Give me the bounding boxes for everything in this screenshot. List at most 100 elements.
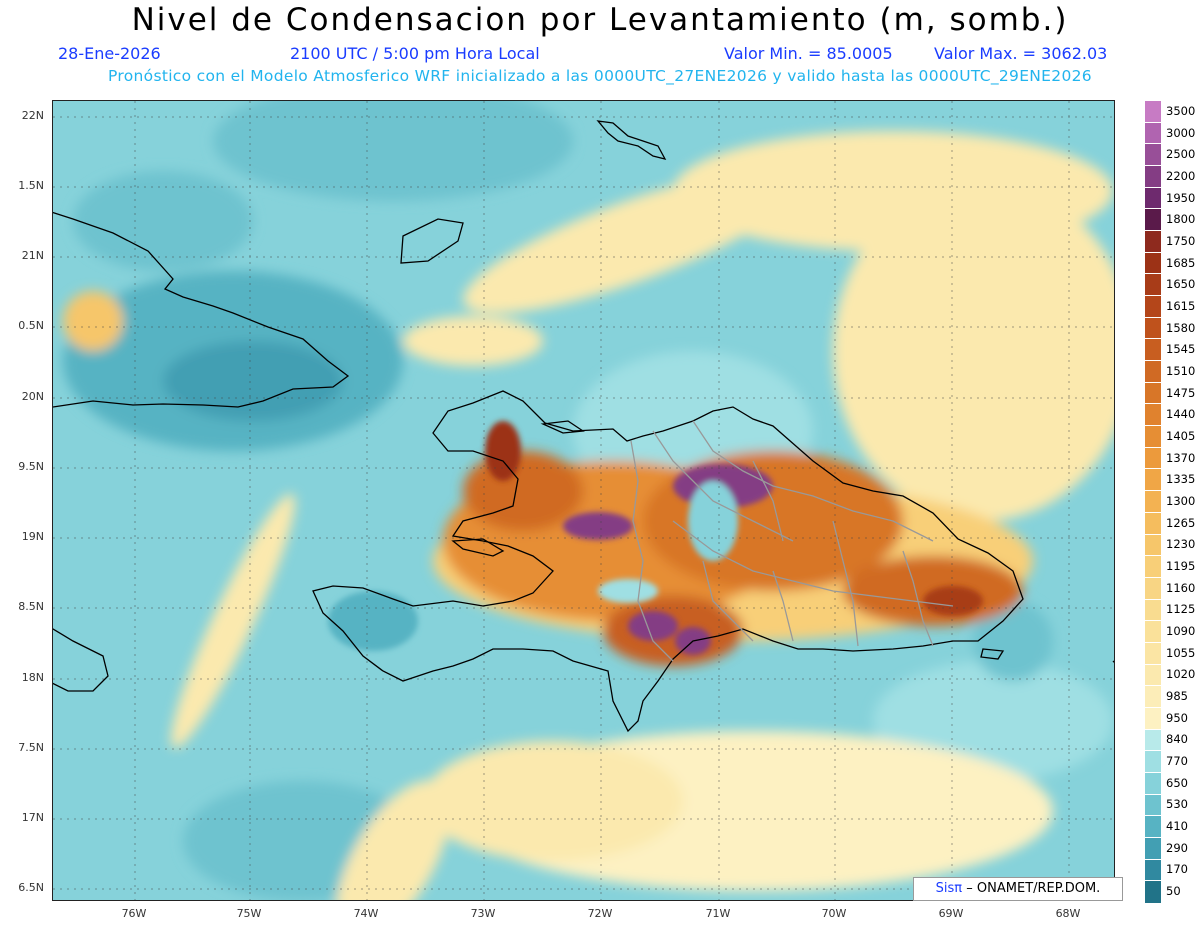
legend-label: 1440 xyxy=(1166,407,1196,422)
legend-label: 1090 xyxy=(1166,624,1196,639)
credit-sis: Sisπ xyxy=(935,881,963,896)
x-label: 74W xyxy=(353,907,379,920)
y-label: 18N xyxy=(21,671,44,684)
legend-swatch xyxy=(1145,446,1161,470)
legend-swatch xyxy=(1145,511,1161,535)
legend-swatch xyxy=(1145,338,1161,362)
legend-label: 50 xyxy=(1166,884,1181,899)
legend-label: 1800 xyxy=(1166,212,1196,227)
forecast-date: 28-Ene-2026 xyxy=(58,44,161,63)
y-label: 21N xyxy=(21,249,44,262)
min-value: Valor Min. = 85.0005 xyxy=(724,44,893,63)
legend-swatch xyxy=(1145,165,1161,188)
credit-box: Sisπ – ONAMET/REP.DOM. xyxy=(913,877,1123,901)
legend-label: 1750 xyxy=(1166,233,1196,248)
legend-label: 2500 xyxy=(1166,147,1196,162)
y-label: 9.5N xyxy=(18,460,44,473)
legend-swatch xyxy=(1145,251,1161,275)
x-label: 73W xyxy=(470,907,496,920)
x-label: 68W xyxy=(1055,907,1081,920)
inagua-island xyxy=(400,218,464,264)
legend-label: 170 xyxy=(1166,862,1188,877)
x-label: 72W xyxy=(587,907,613,920)
graticule xyxy=(53,101,1114,900)
legend-swatch xyxy=(1145,880,1161,903)
legend-label: 2200 xyxy=(1166,168,1196,183)
legend-swatch xyxy=(1145,403,1161,427)
legend-swatch xyxy=(1145,360,1161,383)
x-label: 76W xyxy=(121,907,147,920)
forecast-time: 2100 UTC / 5:00 pm Hora Local xyxy=(290,44,540,63)
legend-label: 3000 xyxy=(1166,125,1196,140)
legend-label: 950 xyxy=(1166,710,1188,725)
legend-swatch xyxy=(1145,728,1161,752)
peak-zones xyxy=(328,421,983,655)
legend-swatch xyxy=(1145,186,1161,210)
legend-label: 1195 xyxy=(1166,559,1196,574)
x-label: 75W xyxy=(236,907,262,920)
legend-swatch xyxy=(1145,381,1161,405)
legend-swatch xyxy=(1145,468,1161,492)
legend-swatch xyxy=(1145,208,1161,232)
legend-label: 1370 xyxy=(1166,450,1196,465)
legend-swatch xyxy=(1145,815,1161,838)
legend-label: 1125 xyxy=(1166,602,1196,617)
legend-label: 1510 xyxy=(1166,363,1196,378)
jamaica-coast xyxy=(53,628,109,692)
legend-label: 650 xyxy=(1166,775,1188,790)
shaded-field xyxy=(63,101,1114,900)
x-label: 71W xyxy=(705,907,731,920)
legend-swatch xyxy=(1145,533,1161,557)
legend-swatch xyxy=(1145,685,1161,708)
legend-label: 1615 xyxy=(1166,298,1196,313)
legend-swatch xyxy=(1145,121,1161,145)
y-label: 17N xyxy=(21,811,44,824)
legend-label: 530 xyxy=(1166,797,1188,812)
legend-label: 1650 xyxy=(1166,277,1196,292)
x-label: 70W xyxy=(821,907,847,920)
legend-swatch xyxy=(1145,793,1161,817)
y-label: 1.5N xyxy=(18,179,44,192)
legend-swatch xyxy=(1145,750,1161,773)
legend-swatch xyxy=(1145,706,1161,730)
model-note: Pronóstico con el Modelo Atmosferico WRF… xyxy=(108,67,1092,85)
legend-label: 1405 xyxy=(1166,428,1196,443)
map-area xyxy=(52,100,1115,901)
saona-island xyxy=(980,648,1005,660)
legend-swatch xyxy=(1145,100,1161,123)
legend-label: 1300 xyxy=(1166,494,1196,508)
province-borders xyxy=(630,420,954,662)
legend-swatch xyxy=(1145,295,1161,318)
y-label: 6.5N xyxy=(18,881,44,894)
legend-swatch xyxy=(1145,858,1161,882)
legend-label: 1230 xyxy=(1166,537,1196,552)
legend-label: 1265 xyxy=(1166,515,1196,530)
y-label: 7.5N xyxy=(18,741,44,754)
y-label: 0.5N xyxy=(18,319,44,332)
legend-swatch xyxy=(1145,230,1161,253)
y-label: 20N xyxy=(21,390,44,403)
map-title: Nivel de Condensacion por Levantamiento … xyxy=(131,2,1069,38)
legend-label: 3500 xyxy=(1166,103,1196,118)
legend-label: 1580 xyxy=(1166,320,1196,335)
credit-org: – ONAMET/REP.DOM. xyxy=(966,881,1101,896)
legend-swatch xyxy=(1145,771,1161,795)
legend-swatch xyxy=(1145,663,1161,687)
legend-label: 1055 xyxy=(1166,645,1196,660)
legend-swatch xyxy=(1145,598,1161,622)
legend-swatch xyxy=(1145,836,1161,860)
legend-label: 1020 xyxy=(1166,667,1196,682)
y-label: 19N xyxy=(21,530,44,543)
y-label: 22N xyxy=(21,109,44,122)
legend-swatch xyxy=(1145,490,1161,513)
legend-swatch xyxy=(1145,316,1161,340)
legend-label: 1685 xyxy=(1166,255,1196,270)
x-label: 69W xyxy=(938,907,964,920)
legend-label: 840 xyxy=(1166,732,1188,747)
legend-swatch xyxy=(1145,576,1161,600)
tortuga-island xyxy=(540,420,585,434)
coastlines xyxy=(53,120,1114,733)
legend-label: 770 xyxy=(1166,754,1188,769)
max-value: Valor Max. = 3062.03 xyxy=(934,44,1108,63)
legend-label: 1475 xyxy=(1166,385,1196,400)
